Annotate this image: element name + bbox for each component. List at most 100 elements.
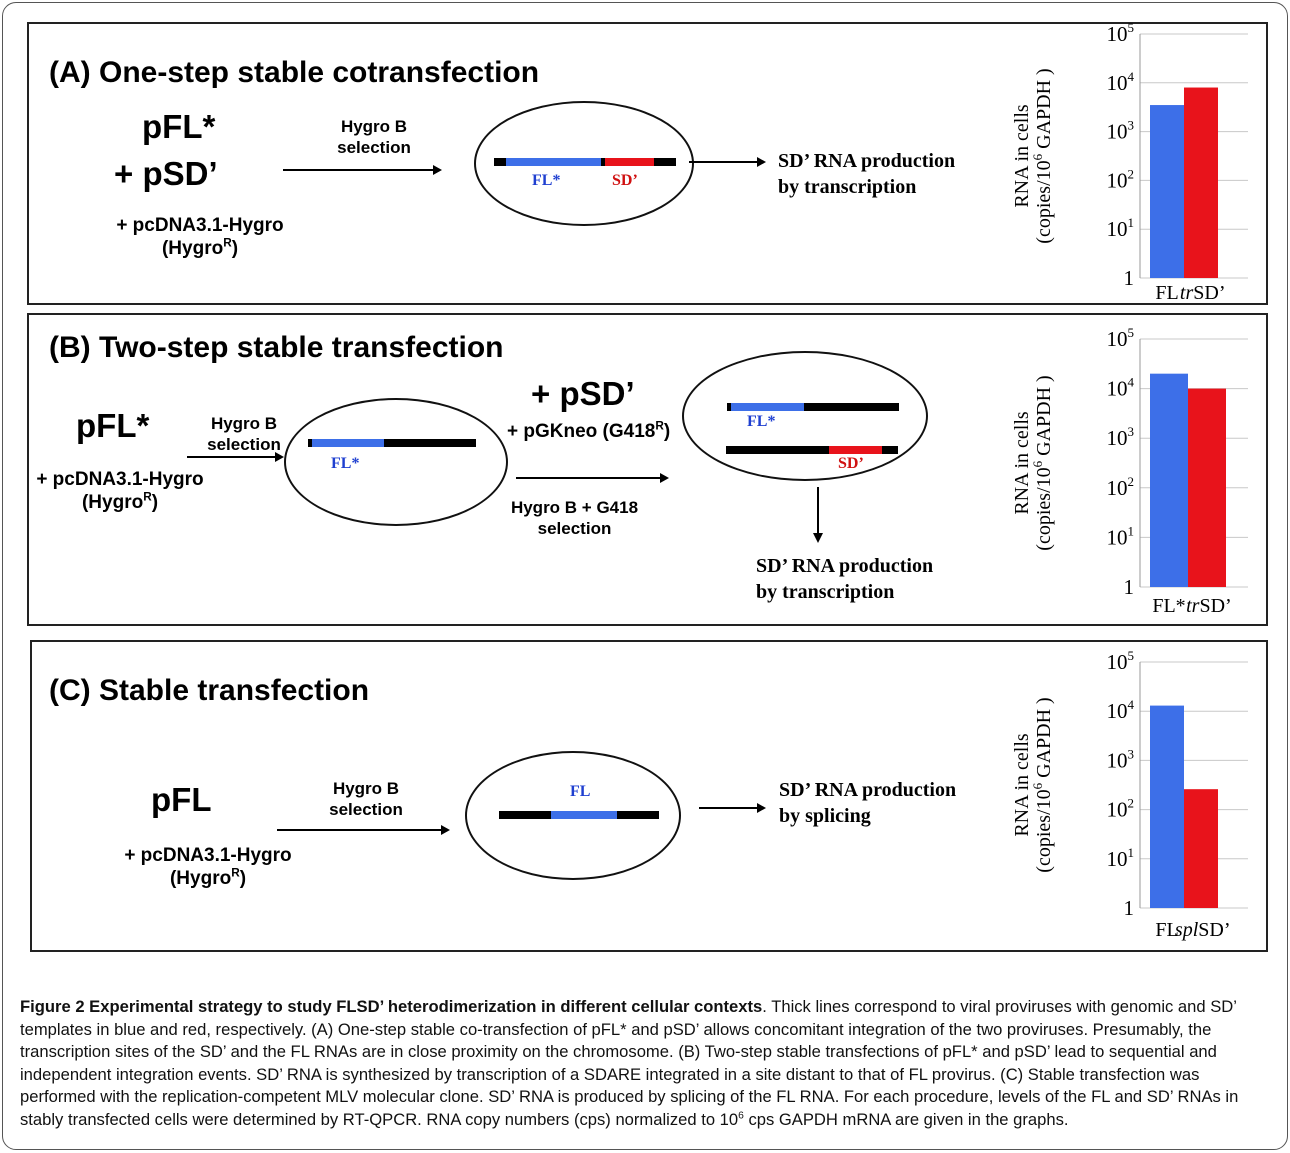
x-category-label: FL [1155, 282, 1178, 304]
arrow-selection-1 [187, 452, 284, 462]
cell-ellipse-2 [682, 351, 928, 481]
x-category-label: FL* [1152, 595, 1185, 617]
cell-ellipse-1 [284, 398, 508, 526]
y-axis-label: RNA in cells [1011, 104, 1033, 208]
neo-text: + pGKneo (G418 [507, 421, 656, 442]
y-tick-label: 105 [1107, 648, 1135, 674]
helper-plasmid: + pcDNA3.1-Hygro (HygroR) [113, 844, 303, 890]
y-tick-label: 102 [1107, 796, 1135, 822]
arrow-selection-2 [516, 473, 669, 483]
bar-fl [1150, 105, 1184, 279]
fl-template [551, 811, 617, 819]
plasmid-psd: + pSD’ [114, 155, 218, 192]
y-axis-label-units: (copies/106 GAPDH ) [1030, 697, 1055, 872]
selection-label: Hygro B selection [189, 413, 299, 455]
panel-b: (B) Two-step stable transfection pFL* + … [27, 313, 1268, 626]
resistance-marker: (HygroR) [105, 237, 295, 260]
y-tick-label: 104 [1107, 375, 1135, 401]
y-tick-label: 101 [1107, 523, 1135, 549]
selection-line3: Hygro B + G418 [510, 498, 639, 517]
y-tick-label: 1 [1124, 896, 1135, 920]
caption-text: . Thick lines correspond to viral provir… [20, 997, 1239, 1129]
arrow-selection [277, 825, 450, 835]
production-text: SD’ RNA production by transcription [756, 553, 933, 605]
chart-a: 1 101 102 103 104 105 FL trSD’ RNA in cells (copi… [1011, 22, 1248, 304]
selection-line2: selection [329, 800, 403, 819]
sd-label: SD’ [612, 172, 638, 189]
resistance-end: ) [239, 868, 247, 889]
plasmid-pfl-star: pFL* [142, 108, 216, 145]
y-tick-label: 102 [1107, 166, 1135, 192]
helper-plasmid: + pcDNA3.1-Hygro (HygroR) [105, 214, 295, 260]
x-category-label: splSD’ [1175, 919, 1231, 941]
fl-label: FL [570, 783, 591, 800]
provirus-fl-backbone [308, 439, 476, 447]
panel-c-title: (C) Stable transfection [49, 674, 370, 707]
fl-label-2: FL* [747, 413, 776, 430]
helper-name: + pcDNA3.1-Hygro [116, 215, 284, 236]
resistance-sup: R [223, 236, 232, 250]
arrow-selection [283, 165, 442, 175]
panel-c: (C) Stable transfection pFL + pcDNA3.1-H… [30, 640, 1268, 952]
resistance-marker: (HygroR) [113, 867, 303, 890]
production-line2: by splicing [779, 805, 871, 827]
selection-line2: selection [337, 138, 411, 157]
production-text: SD’ RNA production by splicing [779, 777, 956, 829]
bar-sd [1188, 388, 1226, 587]
y-tick-label: 103 [1107, 118, 1135, 144]
fl-template [506, 158, 601, 166]
plasmid-pfl-star: pFL* [76, 407, 150, 444]
provirus-fl-backbone-2 [727, 403, 899, 411]
selection-line4: selection [537, 519, 612, 538]
chart-b: 1 101 102 103 104 105 FL* trSD’ RNA in cells (cop… [1011, 325, 1248, 617]
y-tick-label: 103 [1107, 746, 1135, 772]
production-text: SD’ RNA production by transcription [778, 148, 955, 200]
y-axis-label: RNA in cells [1011, 733, 1033, 837]
y-tick-label: 104 [1107, 697, 1135, 723]
resistance-text: (Hygro [169, 868, 232, 889]
y-axis-label: RNA in cells [1011, 411, 1033, 515]
y-axis-label-units: (copies/106 GAPDH ) [1030, 375, 1055, 550]
neo-end: ) [663, 421, 671, 442]
production-line2: by transcription [778, 176, 917, 198]
plasmid-psd: + pSD’ [531, 375, 635, 412]
selection-line1: Hygro B [340, 117, 408, 136]
y-tick-label: 101 [1107, 215, 1135, 241]
y-tick-label: 1 [1124, 575, 1135, 599]
helper-name: + pcDNA3.1-Hygro [36, 469, 204, 490]
bar-sd [1184, 87, 1218, 278]
resistance-marker: (HygroR) [25, 491, 215, 514]
y-axis-label-units: (copies/106 GAPDH ) [1030, 68, 1055, 243]
helper-plasmid: + pcDNA3.1-Hygro (HygroR) [25, 468, 215, 514]
selection-label-2: Hygro B + G418 selection [492, 497, 657, 539]
sd-label: SD’ [838, 455, 864, 472]
x-category-label: trSD’ [1186, 595, 1232, 617]
neo-plasmid: + pGKneo (G418R) [507, 419, 671, 443]
y-tick-label: 101 [1107, 845, 1135, 871]
provirus-sd-backbone [726, 446, 898, 454]
helper-name: + pcDNA3.1-Hygro [124, 845, 292, 866]
panel-a-title: (A) One-step stable cotransfection [49, 56, 540, 89]
x-category-label: trSD’ [1180, 282, 1226, 304]
neo-sup: R [655, 419, 664, 433]
y-tick-label: 103 [1107, 424, 1135, 450]
bar-sd [1184, 789, 1218, 908]
bar-fl [1150, 705, 1184, 908]
arrow-production [689, 157, 766, 167]
y-tick-label: 104 [1107, 69, 1135, 95]
fl-label: FL* [532, 172, 561, 189]
y-tick-label: 105 [1107, 325, 1135, 351]
selection-label: Hygro B selection [319, 116, 429, 158]
production-line2: by transcription [756, 581, 895, 603]
fl-template-2 [731, 403, 804, 411]
arrow-production [699, 803, 766, 813]
selection-line1: Hygro B [210, 414, 278, 433]
bar-fl [1150, 373, 1188, 587]
figure-caption: Figure 2 Experimental strategy to study … [20, 996, 1272, 1131]
caption-label: Figure 2 Experimental strategy to study … [20, 997, 763, 1016]
resistance-text: (Hygro [81, 492, 144, 513]
production-line1: SD’ RNA production [756, 555, 934, 577]
resistance-sup: R [231, 866, 240, 880]
